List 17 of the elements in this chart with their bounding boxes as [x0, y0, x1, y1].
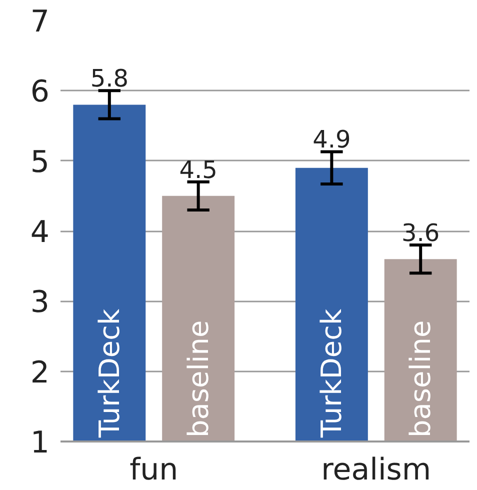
series-label: TurkDeck — [92, 308, 126, 438]
data-label: 4.9 — [312, 126, 351, 154]
x-tick-label: fun — [130, 452, 178, 488]
data-label: 5.8 — [90, 64, 128, 93]
data-label: 4.5 — [179, 156, 218, 184]
y-tick-label: 7 — [30, 4, 50, 40]
y-tick-label: 1 — [30, 426, 50, 460]
data-label: 3.6 — [402, 219, 440, 248]
y-tick-label: 4 — [30, 215, 50, 250]
y-tick-label: 5 — [30, 144, 50, 180]
text: baseline — [404, 320, 438, 438]
x-tick-label: realism — [321, 452, 432, 488]
y-tick-label: 3 — [30, 285, 50, 320]
y-tick-label: 2 — [30, 355, 50, 390]
y-tick-label: 6 — [30, 74, 50, 110]
series-label: baseline — [182, 320, 215, 438]
text: TurkDeck — [315, 308, 348, 438]
